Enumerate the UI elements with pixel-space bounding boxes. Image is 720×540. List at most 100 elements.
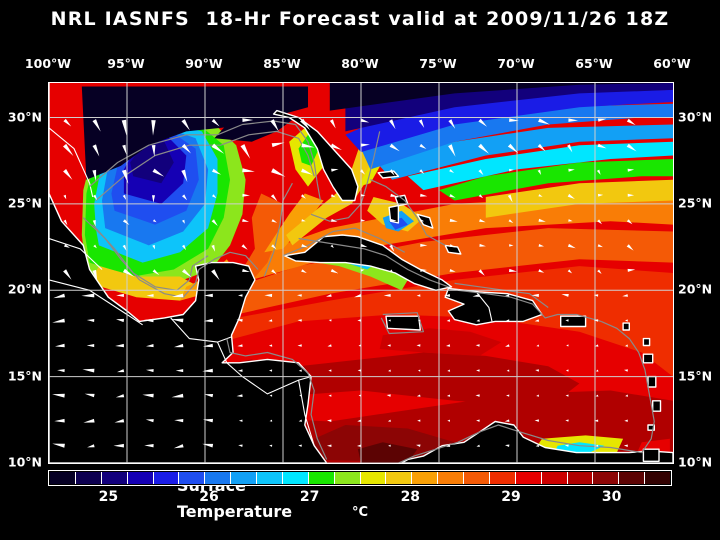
colorbar-cell-6 — [205, 472, 232, 484]
current-vector — [212, 194, 217, 199]
current-vector — [478, 143, 489, 154]
isotherm-band-29 — [220, 266, 673, 377]
current-vector — [81, 293, 95, 298]
current-vector — [52, 393, 65, 398]
colorbar-cell-21 — [593, 472, 620, 484]
current-vector — [389, 119, 396, 130]
depth-contour-6 — [298, 237, 449, 288]
current-vector — [537, 169, 542, 175]
isotherm-band-29.4 — [379, 328, 502, 356]
current-vector — [567, 193, 575, 199]
political-border-0 — [49, 127, 94, 198]
colorbar-cell-5 — [179, 472, 206, 484]
current-vector — [202, 418, 213, 423]
current-vector — [597, 143, 607, 149]
current-vector — [419, 169, 425, 174]
colorbar-cell-10 — [308, 472, 335, 484]
current-vector — [595, 444, 599, 447]
current-vector — [330, 269, 339, 274]
current-vector — [330, 244, 334, 248]
current-vector — [63, 118, 72, 127]
isotherm-band-28.6 — [230, 193, 283, 291]
current-vector — [504, 419, 510, 422]
colorbar-cell-1 — [75, 472, 102, 484]
current-vector — [419, 143, 427, 149]
current-vector — [57, 369, 65, 373]
colorbar-cell-15 — [438, 472, 464, 484]
current-vector — [152, 269, 160, 276]
lon-label-65w: 65°W — [575, 56, 613, 71]
current-vector — [565, 319, 569, 322]
lon-label-90w: 90°W — [185, 56, 223, 71]
current-vector — [597, 219, 602, 225]
current-vector — [63, 194, 67, 200]
current-vector — [271, 244, 277, 250]
current-vector — [509, 168, 514, 172]
current-vector — [479, 219, 486, 223]
current-vector — [202, 443, 214, 448]
current-vector — [238, 444, 243, 447]
current-vector — [242, 168, 255, 173]
current-vector — [53, 293, 65, 299]
colorbar-cell-23 — [645, 472, 670, 484]
current-vector — [52, 443, 65, 448]
current-vector — [420, 219, 425, 222]
current-vector — [475, 394, 480, 397]
current-vector — [113, 443, 124, 448]
current-vector — [535, 369, 539, 372]
current-vector — [357, 419, 362, 422]
current-vector — [596, 169, 601, 175]
land-puerto-rico — [560, 315, 587, 328]
current-vector — [211, 118, 220, 127]
current-vector — [122, 268, 135, 277]
colorbar-cell-17 — [489, 472, 516, 484]
current-vector — [237, 344, 243, 347]
current-vector — [269, 369, 273, 372]
current-vector — [269, 444, 273, 447]
current-vector — [92, 220, 96, 227]
current-vector — [173, 444, 184, 449]
colorbar-cell-2 — [101, 472, 128, 484]
map-plot-area: Surface Temperature — [48, 82, 674, 521]
isotherm-band-25 — [130, 141, 174, 184]
current-vector — [331, 168, 339, 172]
colorbar-cell-18 — [515, 472, 542, 484]
colorbar-tick-30: 30 — [601, 489, 622, 505]
current-vector — [117, 369, 125, 373]
current-vector — [418, 119, 425, 128]
current-vector — [388, 319, 391, 322]
depth-contour-11 — [226, 338, 328, 460]
current-vector — [476, 419, 480, 422]
current-vector — [327, 344, 332, 347]
current-vector — [270, 194, 278, 202]
current-vector — [561, 294, 569, 297]
current-vector — [181, 169, 188, 182]
colorbar-cell-22 — [619, 472, 646, 484]
current-vector — [535, 444, 540, 447]
current-vector — [568, 168, 575, 172]
current-vector — [625, 319, 628, 322]
current-vector — [625, 344, 628, 347]
current-vector — [174, 343, 184, 348]
colorbar-cell-19 — [541, 472, 568, 484]
current-vector — [418, 319, 421, 322]
current-vector — [420, 243, 428, 247]
current-vector — [625, 394, 628, 397]
current-vector — [152, 168, 165, 177]
colorbar-cell-4 — [153, 472, 180, 484]
current-vector — [446, 394, 451, 397]
current-vector — [86, 319, 95, 322]
isotherm-band-27.8 — [485, 179, 673, 218]
current-vector — [115, 394, 125, 398]
current-vector — [63, 169, 73, 180]
current-vector — [116, 293, 124, 297]
current-vector — [240, 144, 251, 159]
lon-label-85w: 85°W — [263, 56, 301, 71]
current-vector — [564, 444, 569, 447]
current-vector — [448, 144, 456, 157]
current-vector — [271, 168, 286, 177]
colorbar-cell-20 — [567, 472, 594, 484]
current-vector — [567, 269, 573, 274]
current-vector — [534, 419, 539, 422]
current-vector — [82, 368, 95, 373]
